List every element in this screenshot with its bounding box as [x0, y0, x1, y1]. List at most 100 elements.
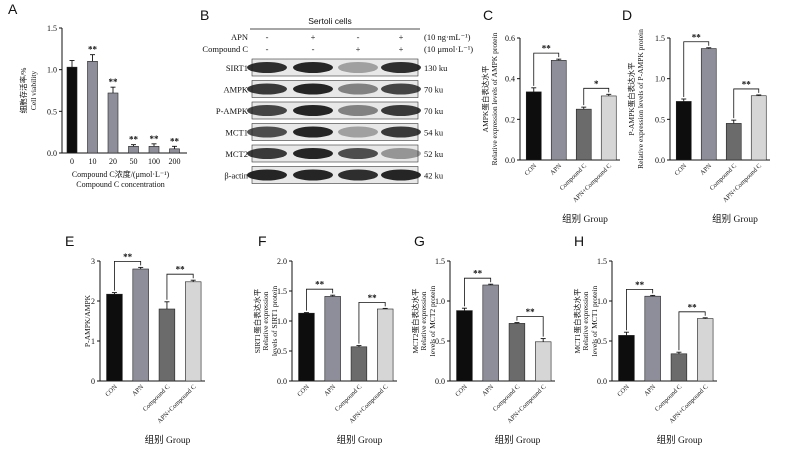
y-tick-label: 1.0 — [597, 297, 607, 306]
bar — [185, 281, 202, 382]
y-tick-label: 0.5 — [655, 115, 665, 124]
bar — [350, 346, 368, 382]
y-tick-label: 1.5 — [47, 24, 57, 33]
significance-bracket — [114, 261, 142, 291]
bar — [670, 353, 688, 382]
y-tick-label: 1.0 — [277, 317, 287, 326]
y-tick-label: 1.5 — [597, 257, 607, 266]
group-axis-label: 组别 Group — [337, 434, 383, 446]
x-tick-label: CON — [674, 162, 689, 177]
x-tick-label: 20 — [109, 157, 117, 166]
blot-band — [338, 105, 378, 116]
treatment-sign: - — [266, 44, 269, 54]
y-tick-label: 0.0 — [435, 377, 445, 386]
blot-band — [293, 62, 333, 73]
protein-label: MCT1 — [225, 128, 248, 138]
bar — [575, 108, 592, 161]
treatment-label: APN — [231, 32, 248, 42]
blot-band — [293, 105, 333, 116]
blot-band — [338, 62, 378, 73]
blot-band — [338, 169, 378, 181]
panel-letter: H — [574, 233, 584, 249]
molecular-weight-label: 42 ku — [424, 171, 444, 181]
y-axis-label: levels of MCT1 protein — [590, 285, 599, 356]
x-tick-label: APN — [643, 383, 657, 397]
bar — [697, 318, 714, 382]
y-axis-label: Relative expression — [581, 291, 590, 350]
y-tick-label: 1.0 — [435, 297, 445, 306]
group-axis-label: 组别 Group — [657, 434, 703, 446]
bar — [158, 308, 176, 382]
molecular-weight-label: 130 ku — [424, 63, 448, 73]
molecular-weight-label: 70 ku — [424, 106, 444, 116]
bar — [148, 146, 160, 154]
significance-label: ** — [688, 302, 698, 312]
significance-label: ** — [315, 280, 325, 290]
significance-label: ** — [170, 136, 180, 146]
significance-label: * — [594, 79, 599, 89]
x-tick-label: CON — [104, 383, 119, 398]
y-tick-label: 0 — [91, 377, 95, 386]
significance-label: ** — [692, 32, 702, 42]
bar — [600, 95, 617, 161]
blot-band — [247, 83, 287, 95]
blot-band — [338, 83, 378, 95]
blot-band — [247, 105, 287, 116]
x-tick-label: APN — [699, 162, 713, 176]
y-axis-label: Relative expression levels of AMPK prote… — [490, 32, 499, 165]
bar — [618, 335, 635, 382]
blot-band — [247, 62, 287, 73]
bar — [298, 312, 315, 382]
significance-bracket — [683, 41, 710, 97]
bar — [66, 66, 78, 154]
y-tick-label: 0.0 — [277, 377, 287, 386]
x-tick-label: CON — [454, 383, 469, 398]
panel-letter: G — [414, 233, 425, 249]
x-tick-label: APN — [323, 383, 337, 397]
significance-label: ** — [129, 135, 139, 145]
y-tick-label: 1.0 — [655, 75, 665, 84]
significance-label: ** — [123, 252, 133, 262]
western-blot-panel: B Sertoli cells APN - + - + (10 ng·mL⁻¹) Compoun… — [200, 7, 473, 184]
y-tick-label: 0.5 — [47, 107, 57, 116]
bar — [675, 101, 692, 161]
significance-bracket — [533, 52, 560, 86]
group-axis-label: 组别 Group — [145, 434, 191, 446]
protein-label: AMPK — [223, 85, 248, 95]
significance-bracket — [306, 288, 334, 311]
y-tick-label: 1.5 — [655, 34, 665, 43]
y-tick-label: 0.5 — [277, 347, 287, 356]
panel-letter: B — [200, 7, 209, 23]
y-axis-label: Relative expression — [261, 291, 270, 350]
y-tick-label: 0.5 — [435, 337, 445, 346]
group-axis-label: 组别 Group — [495, 434, 541, 446]
y-axis-label: levels of SIRT1 protein — [270, 286, 279, 356]
blot-band — [293, 169, 333, 181]
y-tick-label: 3 — [91, 257, 95, 266]
bar — [128, 146, 139, 154]
bar — [377, 308, 394, 382]
treatment-label: Compound C — [202, 44, 248, 54]
bar — [87, 61, 98, 154]
x-axis-label-en: Compound C concentration — [76, 180, 164, 189]
molecular-weight-label: 52 ku — [424, 149, 444, 159]
panel-letter: D — [622, 7, 632, 23]
bar — [107, 92, 119, 154]
significance-bracket — [166, 273, 194, 300]
bar — [132, 268, 149, 382]
bar — [750, 95, 767, 161]
y-tick-label: 0.5 — [597, 337, 607, 346]
y-axis-label: P-AMPK蛋白表达水平 — [626, 62, 636, 136]
y-tick-label: 2.0 — [277, 257, 287, 266]
y-tick-label: 0.6 — [505, 34, 515, 43]
y-axis-label: levels of MCT2 protein — [428, 285, 437, 356]
treatment-sign: - — [357, 32, 360, 42]
x-tick-label: APN — [131, 383, 145, 397]
significance-label: ** — [176, 265, 186, 275]
y-tick-label: 2 — [91, 297, 95, 306]
y-tick-label: 0.4 — [505, 75, 515, 84]
bar — [700, 48, 717, 161]
significance-label: ** — [473, 269, 483, 279]
